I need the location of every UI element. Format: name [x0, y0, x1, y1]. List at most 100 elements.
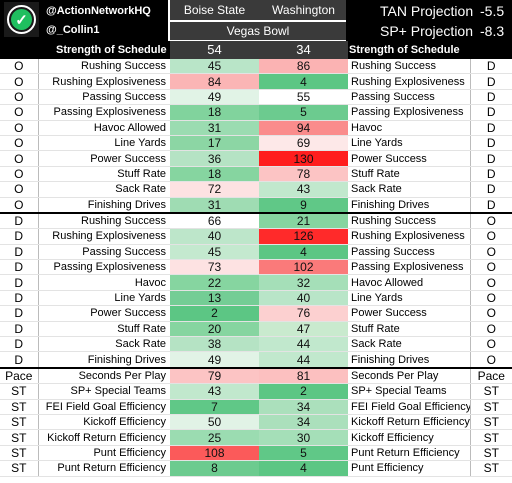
washington-value: 69	[259, 135, 348, 152]
boise-value: 25	[170, 429, 259, 446]
unit-left: D	[0, 274, 39, 291]
header-right-panel	[346, 0, 512, 41]
table-row: ST Kickoff Efficiency 50 34 Kickoff Return E…	[0, 414, 512, 431]
unit-right: D	[469, 73, 512, 90]
washington-value: 4	[259, 460, 348, 477]
boise-value: 20	[170, 321, 259, 338]
stat-label-left: Finishing Drives	[38, 197, 170, 214]
handle-action-network: @ActionNetworkHQ	[46, 5, 151, 17]
boise-value: 66	[170, 211, 259, 230]
washington-value: 81	[259, 366, 348, 385]
boise-value: 18	[170, 104, 259, 121]
unit-right: ST	[469, 460, 512, 477]
stat-label-right: Sack Rate	[348, 181, 470, 198]
unit-left: ST	[0, 399, 39, 415]
stat-label-right: FEI Field Goal Efficiency	[348, 399, 470, 415]
table-row: ST Punt Return Efficiency 8 4 Punt Efficienc…	[0, 460, 512, 477]
check-circle-icon: ✓	[7, 5, 36, 34]
washington-value: 94	[259, 120, 348, 136]
unit-right: ST	[469, 399, 512, 415]
unit-left: O	[0, 197, 39, 214]
unit-right: O	[469, 211, 512, 230]
washington-value: 86	[259, 59, 348, 75]
stat-label-right: Punt Return Efficiency	[348, 445, 470, 462]
unit-right: D	[469, 150, 512, 167]
boise-value: 36	[170, 150, 259, 167]
stat-label-right: Passing Explosiveness	[348, 104, 470, 121]
washington-value: 4	[259, 244, 348, 261]
table-row: ST FEI Field Goal Efficiency 7 34 FEI Field …	[0, 399, 512, 415]
stat-label-right: Rushing Explosiveness	[348, 73, 470, 90]
stat-label-left: Line Yards	[38, 135, 170, 152]
unit-right: D	[469, 59, 512, 75]
sp-projection-value: -8.3	[480, 23, 505, 39]
team-right-header: Washington	[259, 0, 348, 20]
stat-label-right: SP+ Special Teams	[348, 383, 470, 400]
washington-value: 34	[259, 414, 348, 431]
table-row: O Passing Success 49 55 Passing Success D	[0, 89, 512, 106]
washington-value: 78	[259, 166, 348, 183]
boise-value: 43	[170, 383, 259, 400]
unit-left: D	[0, 228, 39, 245]
unit-left: O	[0, 104, 39, 121]
washington-value: 34	[259, 399, 348, 415]
stat-label-right: Punt Efficiency	[348, 460, 470, 477]
washington-value: 44	[259, 351, 348, 369]
sos-right-value: 34	[259, 41, 348, 59]
boise-value: 13	[170, 290, 259, 307]
boise-value: 40	[170, 228, 259, 245]
washington-value: 130	[259, 150, 348, 167]
table-row: O Rushing Success 45 86 Rushing Success D	[0, 59, 512, 75]
unit-left: ST	[0, 460, 39, 477]
stat-label-left: Passing Explosiveness	[38, 259, 170, 276]
stat-label-right: Kickoff Return Efficiency	[348, 414, 470, 431]
stat-label-right: Finishing Drives	[348, 351, 470, 369]
table-row: D Stuff Rate 20 47 Stuff Rate O	[0, 321, 512, 338]
table-row: D Power Success 2 76 Power Success O	[0, 305, 512, 322]
table-row: O Sack Rate 72 43 Sack Rate D	[0, 181, 512, 198]
unit-right: Pace	[469, 366, 512, 385]
stat-label-left: Power Success	[38, 305, 170, 322]
boise-value: 49	[170, 89, 259, 106]
unit-left: D	[0, 305, 39, 322]
table-row: D Sack Rate 38 44 Sack Rate O	[0, 336, 512, 353]
unit-left: ST	[0, 429, 39, 446]
sos-left-value: 54	[170, 41, 259, 59]
stat-label-right: Stuff Rate	[348, 166, 470, 183]
stat-label-right: Finishing Drives	[348, 197, 470, 214]
unit-right: O	[469, 259, 512, 276]
stat-label-left: Stuff Rate	[38, 321, 170, 338]
unit-left: Pace	[0, 366, 39, 385]
unit-right: D	[469, 197, 512, 214]
boise-value: 31	[170, 197, 259, 214]
washington-value: 55	[259, 89, 348, 106]
stat-label-right: Passing Success	[348, 244, 470, 261]
handle-collin: @_Collin1	[46, 24, 100, 36]
boise-value: 17	[170, 135, 259, 152]
stat-label-right: Line Yards	[348, 290, 470, 307]
unit-right: ST	[469, 383, 512, 400]
table-row: ST Kickoff Return Efficiency 25 30 Kickoff E…	[0, 429, 512, 446]
unit-left: O	[0, 59, 39, 75]
stat-label-right: Power Success	[348, 150, 470, 167]
stats-table: O Rushing Success 45 86 Rushing Success D O Rus…	[0, 59, 512, 477]
unit-right: O	[469, 321, 512, 338]
unit-left: ST	[0, 414, 39, 431]
table-row: D Rushing Success 66 21 Rushing Success O	[0, 211, 512, 230]
boise-value: 108	[170, 445, 259, 462]
boise-value: 73	[170, 259, 259, 276]
stat-label-left: Rushing Success	[38, 59, 170, 75]
washington-value: 21	[259, 211, 348, 230]
boise-value: 8	[170, 460, 259, 477]
table-row: D Passing Explosiveness 73 102 Passing Explo…	[0, 259, 512, 276]
unit-right: O	[469, 305, 512, 322]
stat-label-left: Rushing Explosiveness	[38, 228, 170, 245]
unit-right: D	[469, 166, 512, 183]
tan-projection-value: -5.5	[480, 3, 505, 19]
boise-value: 7	[170, 399, 259, 415]
unit-right: D	[469, 120, 512, 136]
stat-label-left: Passing Explosiveness	[38, 104, 170, 121]
boise-value: 45	[170, 59, 259, 75]
boise-value: 79	[170, 366, 259, 385]
unit-left: O	[0, 73, 39, 90]
